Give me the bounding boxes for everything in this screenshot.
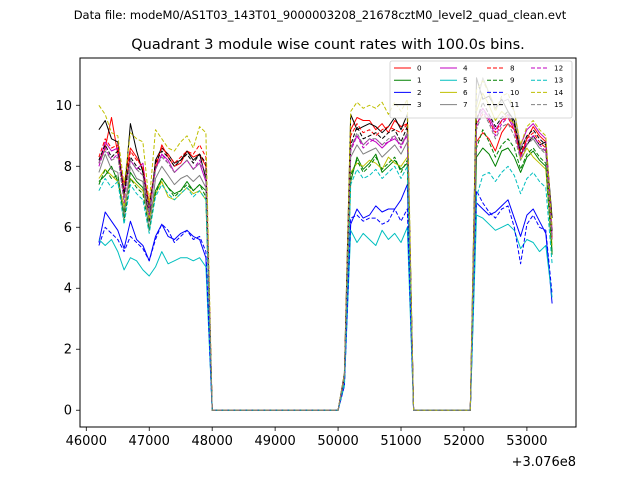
legend-item-2: 2 <box>394 88 422 97</box>
axes-background <box>80 58 576 427</box>
x-tick-label: 50000 <box>317 434 358 449</box>
x-axis: 46000 47000 48000 49000 50000 51000 52000 53000 <box>66 427 548 449</box>
legend-item-4: 4 <box>440 64 468 73</box>
legend-label: 1 <box>417 76 422 85</box>
legend-label: 8 <box>510 64 515 73</box>
legend-item-9: 9 <box>487 76 515 85</box>
legend-label: 11 <box>510 100 519 109</box>
legend-item-6: 6 <box>440 88 468 97</box>
legend-item-1: 1 <box>394 76 422 85</box>
y-tick-label: 0 <box>64 404 72 419</box>
legend-item-10: 10 <box>487 88 520 97</box>
legend-frame <box>389 60 573 119</box>
legend-item-14: 14 <box>531 88 564 97</box>
legend-label: 0 <box>417 64 422 73</box>
legend-label: 9 <box>510 76 515 85</box>
legend-label: 12 <box>554 64 563 73</box>
legend-label: 15 <box>554 100 563 109</box>
legend-item-11: 11 <box>487 100 519 109</box>
x-tick-label: 47000 <box>129 434 170 449</box>
y-axis: 0 2 4 6 8 10 <box>55 99 80 419</box>
legend-item-13: 13 <box>531 76 563 85</box>
y-tick-label: 8 <box>64 160 72 175</box>
suptitle: Data file: modeM0/AS1T03_143T01_90000032… <box>74 8 567 22</box>
x-tick-label: 51000 <box>380 434 421 449</box>
x-tick-label: 52000 <box>443 434 484 449</box>
x-tick-label: 48000 <box>192 434 233 449</box>
legend-label: 4 <box>463 64 468 73</box>
legend-item-12: 12 <box>531 64 563 73</box>
legend-item-0: 0 <box>394 64 422 73</box>
legend-label: 2 <box>417 88 422 97</box>
axes-frame <box>79 57 577 428</box>
legend-item-8: 8 <box>487 64 515 73</box>
legend-item-3: 3 <box>394 100 422 109</box>
legend-label: 14 <box>554 88 564 97</box>
x-tick-label: 49000 <box>254 434 295 449</box>
legend-label: 10 <box>510 88 520 97</box>
series-line-15 <box>98 110 553 411</box>
chart-title: Quadrant 3 module wise count rates with … <box>131 37 525 53</box>
legend-item-15: 15 <box>531 100 563 109</box>
legend-label: 13 <box>554 76 563 85</box>
legend-label: 3 <box>417 100 422 109</box>
x-tick-label: 53000 <box>506 434 547 449</box>
legend-label: 5 <box>463 76 468 85</box>
y-tick-label: 10 <box>55 99 72 114</box>
legend-label: 7 <box>463 100 468 109</box>
y-tick-label: 4 <box>64 282 72 297</box>
legend-label: 6 <box>463 88 468 97</box>
legend-item-5: 5 <box>440 76 468 85</box>
x-axis-offset-label: +3.076e8 <box>512 455 576 470</box>
plot-area: 46000 47000 48000 49000 50000 51000 52000 53000… <box>55 57 577 470</box>
legend-item-7: 7 <box>440 100 468 109</box>
y-tick-label: 6 <box>64 221 72 236</box>
y-tick-label: 2 <box>64 343 72 358</box>
x-tick-label: 46000 <box>66 434 107 449</box>
